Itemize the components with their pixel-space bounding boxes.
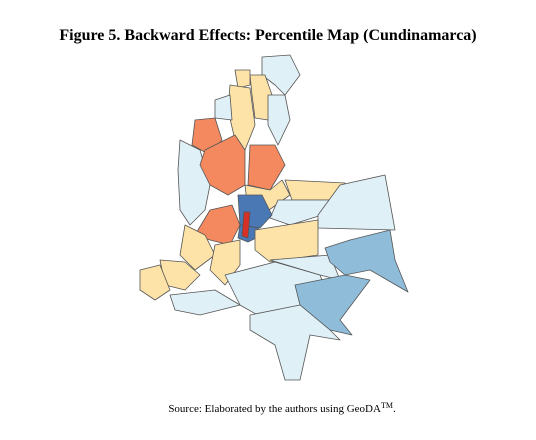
figure-title: Figure 5. Backward Effects: Percentile M… — [59, 27, 476, 44]
department — [267, 94, 291, 146]
department — [249, 304, 341, 381]
source-note: Source: Elaborated by the authors using … — [168, 401, 396, 415]
department — [199, 134, 246, 196]
source-end: . — [393, 403, 396, 415]
map — [139, 54, 409, 381]
department — [169, 289, 241, 316]
department — [139, 264, 171, 301]
department — [179, 224, 216, 271]
source-text: Source: Elaborated by the authors using … — [168, 403, 381, 415]
department — [247, 144, 286, 191]
department — [214, 94, 233, 121]
department — [317, 174, 396, 231]
department — [254, 219, 319, 263]
department — [324, 229, 409, 293]
source-superscript: TM — [381, 401, 393, 410]
department — [241, 211, 251, 239]
department — [234, 69, 251, 89]
